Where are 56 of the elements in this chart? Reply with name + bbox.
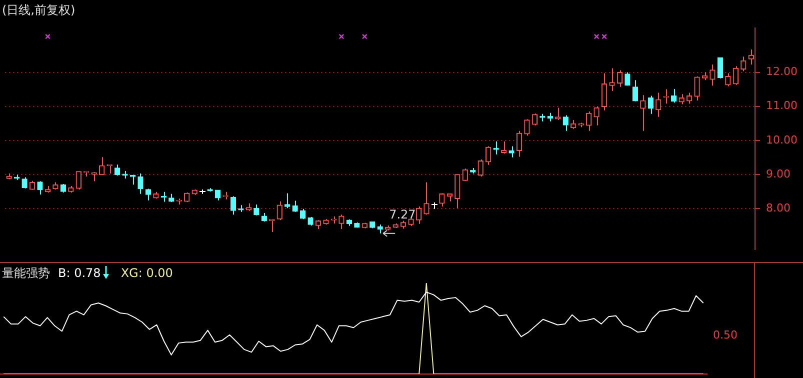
candlestick — [632, 80, 638, 102]
candlestick — [640, 94, 646, 132]
candlestick — [740, 56, 746, 72]
y-tick-label: 9.00 — [766, 167, 790, 180]
candlestick — [609, 68, 615, 92]
candlestick — [37, 180, 43, 196]
candlestick — [586, 110, 592, 132]
candlestick — [648, 95, 654, 114]
candlestick — [732, 66, 739, 86]
candlestick — [454, 174, 460, 209]
candlestick — [478, 158, 484, 178]
text: XG: 0.00 — [120, 266, 173, 280]
candlestick — [485, 146, 492, 166]
candlestick — [292, 200, 298, 212]
candlestick — [22, 176, 28, 189]
candlestick — [725, 72, 731, 87]
annotation: 7.27 — [389, 208, 416, 222]
y-tick-label: 10.00 — [766, 133, 798, 146]
candlestick — [98, 156, 105, 176]
candlestick — [230, 196, 236, 216]
chart-title: 量能强势 — [2, 266, 50, 280]
candlestick — [555, 107, 561, 120]
candlestick — [524, 118, 530, 136]
series-label: B: 0.78 — [58, 266, 101, 280]
chart-title: (日线,前复权) — [2, 3, 76, 17]
candlestick — [184, 192, 190, 203]
candlestick — [671, 88, 677, 104]
candlestick — [562, 114, 568, 132]
candlestick — [624, 72, 630, 86]
candlestick — [284, 192, 290, 209]
candlestick — [678, 94, 684, 105]
candlestick — [710, 64, 716, 86]
y-tick-label: 12.00 — [766, 65, 798, 78]
candlestick — [694, 76, 700, 102]
candlestick — [516, 130, 522, 158]
candlestick — [138, 172, 144, 194]
candlestick — [462, 168, 468, 182]
candlestick — [91, 172, 97, 182]
candlestick — [748, 48, 754, 65]
candlestick — [601, 72, 608, 111]
candlestick — [338, 214, 344, 230]
candlestick — [532, 112, 538, 126]
candlestick — [508, 146, 514, 158]
y-tick-label: 8.00 — [766, 201, 790, 214]
candlestick — [616, 70, 623, 88]
candlestick — [656, 92, 662, 118]
y-tick-label: 11.00 — [766, 99, 798, 112]
candlestick — [500, 140, 507, 154]
candlestick — [276, 200, 282, 221]
candlestick — [717, 57, 724, 79]
text: 0.50 — [713, 328, 738, 342]
candlestick — [416, 206, 422, 224]
candlestick — [594, 106, 600, 126]
candlestick — [76, 170, 82, 190]
candlestick — [424, 182, 430, 216]
candlestick — [439, 192, 445, 207]
